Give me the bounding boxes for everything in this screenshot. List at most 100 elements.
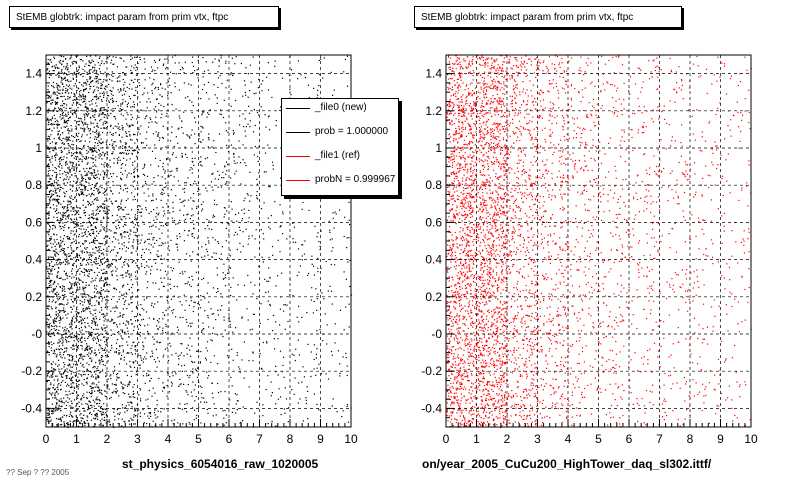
scatter-point bbox=[195, 183, 197, 185]
scatter-point bbox=[96, 413, 98, 415]
scatter-point bbox=[67, 302, 69, 304]
scatter-point bbox=[99, 278, 101, 280]
scatter-point bbox=[122, 308, 124, 310]
scatter-point bbox=[103, 313, 105, 316]
scatter-point bbox=[73, 420, 75, 422]
scatter-point bbox=[193, 237, 195, 239]
scatter-point bbox=[107, 384, 109, 386]
scatter-point bbox=[60, 381, 62, 384]
scatter-point bbox=[68, 201, 70, 203]
scatter-point bbox=[71, 386, 73, 389]
scatter-point bbox=[174, 62, 176, 64]
scatter-point bbox=[50, 261, 53, 263]
scatter-point bbox=[79, 316, 81, 318]
scatter-point bbox=[105, 199, 107, 202]
scatter-point bbox=[56, 259, 59, 261]
scatter-point bbox=[128, 265, 130, 267]
scatter-point bbox=[126, 104, 128, 106]
scatter-point bbox=[98, 405, 100, 407]
scatter-point bbox=[100, 87, 102, 89]
scatter-point bbox=[90, 396, 92, 398]
scatter-point bbox=[172, 312, 174, 314]
scatter-point bbox=[117, 418, 120, 420]
scatter-point bbox=[126, 191, 128, 193]
scatter-point bbox=[64, 224, 66, 226]
scatter-point bbox=[99, 291, 101, 293]
scatter-point bbox=[85, 96, 87, 98]
scatter-point bbox=[100, 127, 102, 129]
scatter-point bbox=[67, 337, 69, 339]
scatter-point bbox=[52, 224, 54, 227]
scatter-point bbox=[175, 223, 177, 225]
scatter-point bbox=[230, 88, 232, 90]
scatter-point bbox=[66, 256, 68, 258]
scatter-point bbox=[103, 63, 105, 65]
scatter-point bbox=[98, 390, 100, 392]
scatter-point bbox=[67, 128, 69, 130]
scatter-point bbox=[186, 347, 188, 349]
scatter-point bbox=[326, 343, 328, 345]
scatter-point bbox=[83, 89, 85, 91]
scatter-point bbox=[86, 55, 88, 57]
scatter-point bbox=[280, 177, 282, 179]
scatter-point bbox=[152, 193, 154, 195]
scatter-point bbox=[73, 60, 75, 62]
scatter-point bbox=[90, 224, 92, 226]
scatter-point bbox=[69, 145, 71, 148]
scatter-point bbox=[348, 201, 350, 203]
scatter-point bbox=[84, 373, 86, 376]
scatter-point bbox=[62, 89, 64, 91]
scatter-point bbox=[166, 158, 168, 161]
scatter-point bbox=[172, 154, 174, 156]
scatter-point bbox=[201, 331, 203, 333]
scatter-point bbox=[92, 376, 94, 378]
scatter-point bbox=[76, 319, 78, 321]
scatter-point bbox=[122, 316, 124, 318]
scatter-point bbox=[96, 182, 98, 185]
scatter-point bbox=[62, 83, 64, 85]
scatter-point bbox=[198, 304, 200, 306]
scatter-point bbox=[120, 382, 122, 384]
scatter-point bbox=[69, 359, 71, 362]
scatter-point bbox=[121, 274, 124, 276]
scatter-point bbox=[104, 162, 106, 164]
scatter-point bbox=[90, 86, 92, 88]
scatter-point bbox=[102, 122, 104, 124]
scatter-point bbox=[186, 353, 188, 355]
scatter-point bbox=[175, 108, 177, 110]
scatter-point bbox=[133, 103, 135, 106]
scatter-point bbox=[90, 100, 92, 102]
scatter-point bbox=[53, 109, 55, 111]
scatter-point bbox=[181, 66, 184, 69]
scatter-point bbox=[162, 215, 165, 217]
scatter-point bbox=[77, 281, 79, 284]
scatter-point bbox=[96, 124, 98, 127]
scatter-point bbox=[107, 306, 109, 308]
scatter-point bbox=[128, 131, 130, 133]
scatter-point bbox=[235, 170, 237, 172]
scatter-point bbox=[157, 134, 159, 136]
scatter-point bbox=[112, 56, 114, 58]
scatter-point bbox=[264, 114, 266, 116]
scatter-point bbox=[59, 353, 61, 356]
scatter-point bbox=[101, 313, 103, 316]
scatter-point bbox=[84, 186, 87, 188]
scatter-point bbox=[265, 126, 267, 128]
scatter-point bbox=[67, 89, 69, 91]
scatter-point bbox=[201, 88, 204, 91]
scatter-point bbox=[47, 375, 49, 377]
scatter-point bbox=[126, 410, 128, 412]
scatter-point bbox=[96, 412, 98, 414]
scatter-point bbox=[133, 326, 135, 328]
scatter-point bbox=[133, 393, 135, 395]
scatter-point bbox=[343, 235, 345, 238]
scatter-point bbox=[153, 181, 155, 183]
scatter-point bbox=[89, 385, 91, 387]
scatter-point bbox=[84, 322, 86, 324]
scatter-point bbox=[225, 62, 227, 64]
scatter-point bbox=[60, 228, 62, 230]
scatter-point bbox=[187, 199, 190, 201]
scatter-point bbox=[74, 172, 76, 174]
scatter-point bbox=[71, 337, 73, 339]
scatter-point bbox=[109, 143, 111, 146]
